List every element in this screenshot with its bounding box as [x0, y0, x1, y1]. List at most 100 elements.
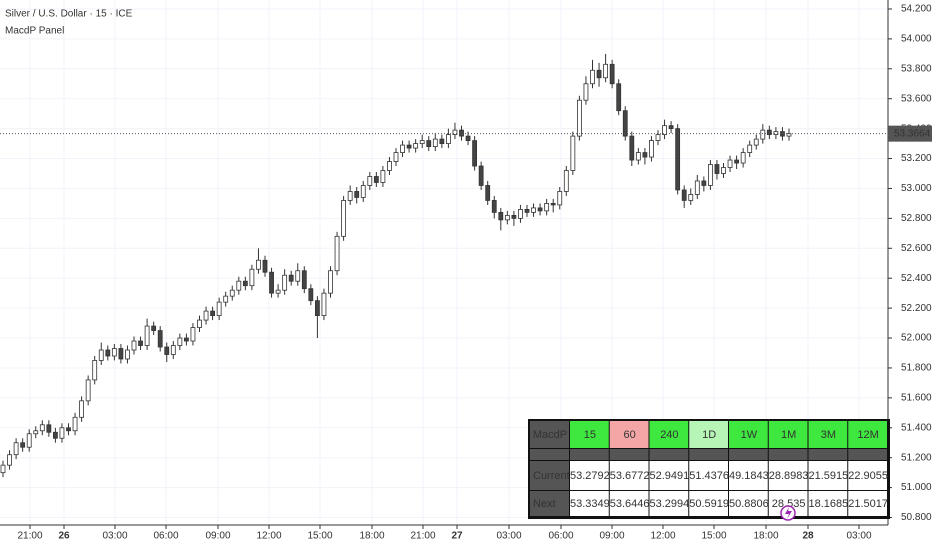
header-text: 240: [660, 429, 678, 441]
candle-body: [544, 203, 550, 212]
x-tick-label: 28: [802, 531, 814, 542]
candle-body: [518, 209, 523, 219]
candle-body: [557, 191, 563, 206]
value-cell: [609, 491, 649, 516]
candle-body: [164, 346, 170, 355]
candle-body: [334, 235, 340, 272]
value-text: 18.1685: [808, 498, 848, 510]
candle-body: [577, 99, 582, 137]
candle-body: [26, 433, 32, 448]
spacer-cell: [649, 449, 689, 460]
x-tick-label: 26: [58, 531, 70, 542]
candle-body: [511, 214, 517, 219]
candle-body: [531, 207, 536, 213]
value-cell: [848, 461, 887, 490]
candle-body: [445, 134, 451, 144]
value-cell: [570, 461, 609, 490]
candle-body: [367, 176, 373, 186]
y-tick-label: 51.4000: [901, 422, 932, 433]
spacer-cell: [729, 449, 768, 460]
candle-body: [269, 271, 274, 294]
candle-body: [485, 185, 491, 201]
value-text: 53.2994: [649, 498, 689, 510]
candle-body: [203, 310, 209, 321]
candle-body: [570, 135, 576, 171]
candle-body: [53, 431, 58, 439]
candle-body: [66, 427, 71, 432]
candle-body: [249, 268, 255, 287]
candle-body: [459, 129, 464, 137]
axes: 50.8000 51.0000 51.2000 51.4000 51.6000 51.80…: [0, 4, 932, 542]
y-tick-label: 52.6000: [901, 243, 932, 254]
candle-body: [0, 464, 6, 474]
x-tick-label: 03:00: [102, 531, 127, 542]
x-tick-label: 15:00: [307, 531, 332, 542]
candle-body: [288, 274, 294, 282]
row-label: Next: [533, 498, 556, 510]
header-cell: [530, 421, 569, 448]
y-tick-label: 52.0000: [901, 333, 932, 344]
y-tick-label: 53.2000: [901, 153, 932, 164]
candle-body: [694, 180, 700, 195]
value-cell: [848, 491, 887, 516]
value-cell: [729, 491, 768, 516]
value-cell: [808, 461, 848, 490]
y-tick-label: 53.6000: [901, 93, 932, 104]
value-cell: [729, 461, 768, 490]
candle-body: [72, 416, 78, 432]
header-text: MacdP: [533, 429, 567, 441]
candle-body: [406, 144, 412, 149]
candle-body: [727, 159, 733, 168]
chart-title: Silver / U.S. Dollar · 15 · ICE: [5, 9, 133, 20]
header-cell: [689, 421, 728, 448]
candle-body: [282, 274, 288, 291]
value-cell: [609, 461, 649, 490]
candle-body: [341, 200, 347, 237]
candle-body: [675, 128, 681, 191]
candle-body: [688, 194, 694, 201]
x-tick-label: 03:00: [846, 531, 871, 542]
candle-body: [708, 164, 713, 186]
candle-body: [190, 327, 196, 342]
header-cell: [848, 421, 887, 448]
candle-body: [766, 129, 772, 136]
row-label-cell: [530, 491, 569, 516]
candle-body: [609, 63, 615, 85]
candle-body: [387, 161, 392, 171]
value-text: 53.2792: [570, 470, 610, 482]
candle-body: [7, 454, 12, 466]
x-tick-label: 18:00: [753, 531, 778, 542]
x-tick-label: 27: [451, 531, 463, 542]
header-text: 12M: [857, 429, 878, 441]
value-text: 22.9055: [848, 470, 888, 482]
value-text: 53.6772: [610, 470, 650, 482]
candle-body: [681, 189, 687, 201]
candle-body: [550, 203, 556, 206]
candle-body: [118, 348, 124, 360]
candle-body: [354, 191, 360, 198]
candle-body: [616, 83, 622, 112]
spacer-cell: [609, 449, 649, 460]
value-text: 28.8983: [769, 470, 809, 482]
header-cell: [768, 421, 808, 448]
candle-body: [236, 280, 242, 291]
candle-body: [197, 319, 202, 328]
x-tick-label: 15:00: [701, 531, 726, 542]
candle-body: [413, 143, 419, 149]
header-cell: [729, 421, 768, 448]
candle-body: [393, 152, 399, 162]
value-cell: [808, 491, 848, 516]
header-text: 1W: [741, 429, 758, 441]
spacer-cell: [848, 449, 887, 460]
candle-body: [347, 191, 353, 201]
candle-body: [177, 337, 183, 346]
candle-body: [125, 349, 130, 360]
candle-body: [301, 270, 307, 290]
candle-body: [85, 379, 91, 402]
value-text: 49.1843: [729, 470, 769, 482]
header-cell: [609, 421, 649, 448]
y-tick-label: 53.8000: [901, 63, 932, 74]
candle-body: [498, 211, 504, 221]
candle-body: [373, 176, 379, 183]
